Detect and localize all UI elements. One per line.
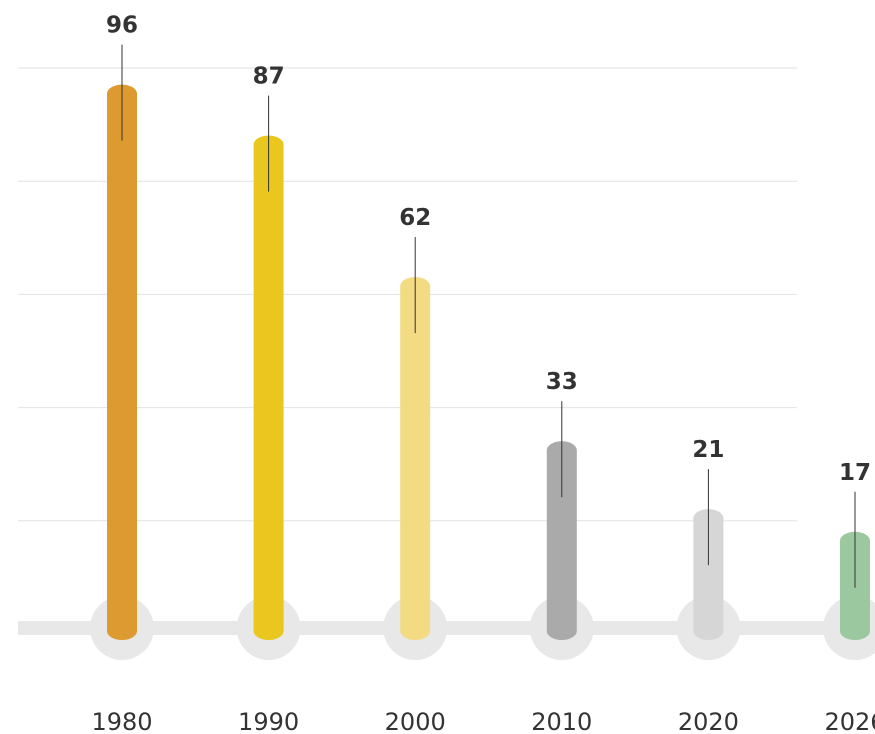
bar-marks: 96 1980 87 1990 62 2000 33 2010 21 2020 17 2026 — [90, 13, 875, 734]
bar — [400, 277, 431, 640]
value-label: 87 — [253, 64, 285, 90]
value-label: 62 — [399, 205, 431, 231]
bar — [693, 509, 724, 640]
bar-group: 33 2010 — [529, 369, 594, 734]
value-label: 96 — [106, 13, 138, 39]
x-tick-label: 2020 — [678, 708, 739, 734]
bar — [253, 135, 284, 640]
x-tick-label: 2000 — [385, 708, 446, 734]
bar-group: 62 2000 — [383, 205, 448, 734]
value-label: 21 — [692, 437, 724, 463]
bar — [107, 84, 137, 640]
x-tick-label: 2026 — [824, 708, 875, 734]
x-tick-label: 2010 — [531, 708, 592, 734]
bar-group: 87 1990 — [236, 64, 301, 734]
x-tick-label: 1980 — [91, 708, 152, 734]
bar-group: 96 1980 — [90, 13, 154, 734]
value-label: 17 — [839, 460, 871, 486]
x-tick-label: 1990 — [238, 708, 299, 734]
value-label: 33 — [546, 369, 578, 395]
bar — [546, 441, 577, 640]
bar-group: 17 2026 — [823, 460, 875, 734]
bar-group: 21 2020 — [676, 437, 741, 734]
